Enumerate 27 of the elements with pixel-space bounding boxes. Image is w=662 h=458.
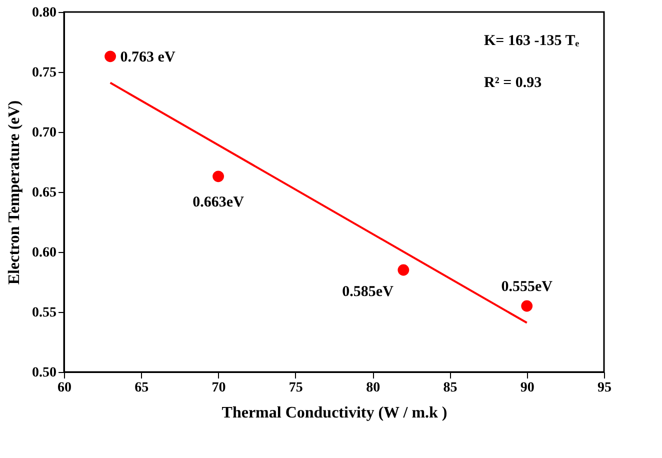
x-tick-label: 75 xyxy=(288,380,303,396)
point xyxy=(212,170,224,182)
x-tick-label: 85 xyxy=(443,380,458,396)
data-label: 0.663eV xyxy=(192,194,244,210)
data-label: 0.763 eV xyxy=(120,49,176,66)
y-tick-label: 0.75 xyxy=(32,66,56,80)
x-tick-label: 60 xyxy=(58,380,72,396)
annotation: R² = 0.93 xyxy=(484,75,542,91)
x-tick-label: 80 xyxy=(366,380,380,396)
x-tick-label: 95 xyxy=(598,380,612,396)
point xyxy=(521,300,533,312)
y-tick-label: 0.60 xyxy=(32,246,56,260)
point xyxy=(104,50,116,62)
x-tick-label: 90 xyxy=(520,380,534,396)
y-tick-label: 0.80 xyxy=(32,6,56,20)
y-tick-label: 0.65 xyxy=(32,186,56,200)
x-axis-title: Thermal Conductivity (W / m.k ) xyxy=(222,404,448,422)
x-tick-label: 70 xyxy=(212,380,226,396)
annotation: K= 163 -135 Tₑ xyxy=(484,33,580,49)
point xyxy=(398,264,410,276)
data-label: 0.555eV xyxy=(501,279,553,295)
y-axis-title: Electron Temperature (eV) xyxy=(6,100,23,285)
y-tick-label: 0.70 xyxy=(32,126,56,140)
y-tick-label: 0.55 xyxy=(32,306,56,320)
x-tick-label: 65 xyxy=(134,380,149,396)
y-tick-label: 0.50 xyxy=(32,366,56,380)
data-label: 0.585eV xyxy=(342,284,394,300)
